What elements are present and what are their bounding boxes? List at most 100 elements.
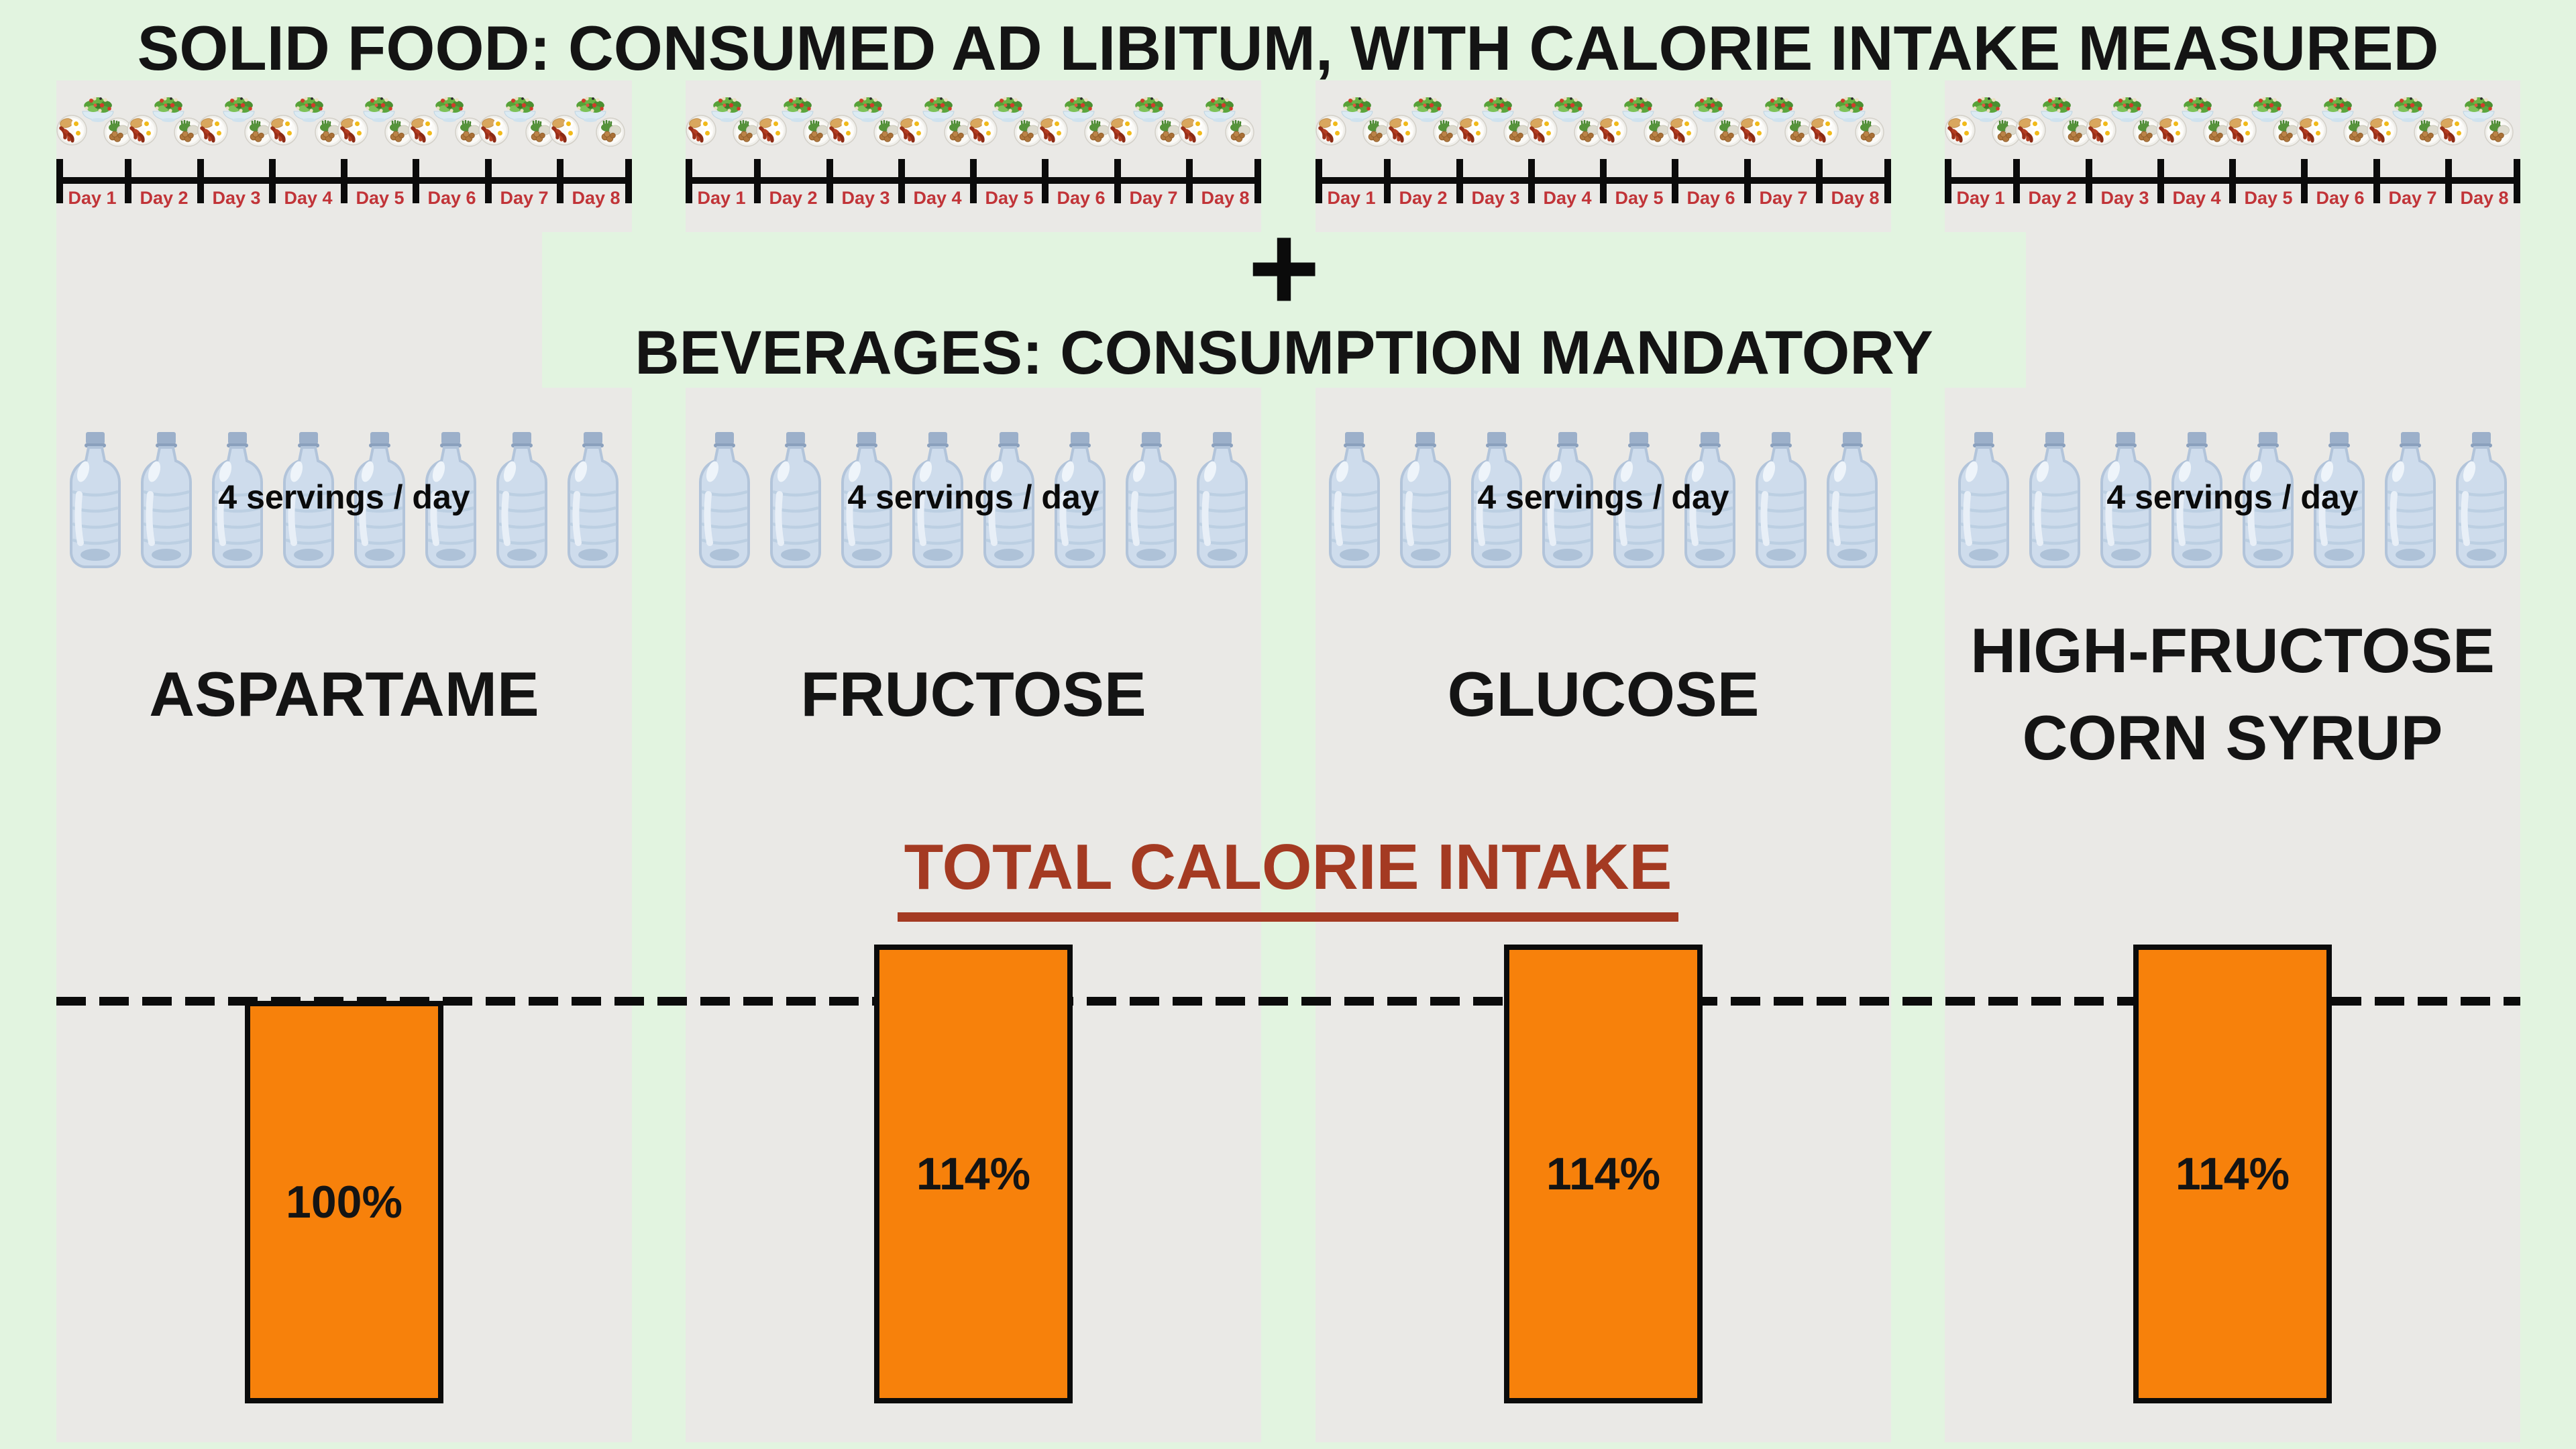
timeline-tick: [1744, 159, 1751, 203]
timeline-tick: [625, 159, 632, 203]
breakfast-plate-icon: [1597, 115, 1627, 149]
breakfast-plate-icon: [1178, 115, 1209, 149]
water-bottle-icon: [2094, 430, 2158, 572]
salad-bowl-icon: [1339, 95, 1375, 126]
timeline-tick: [826, 159, 833, 203]
veggie-plate-icon: [733, 117, 762, 150]
breakfast-plate-icon: [337, 115, 368, 149]
veggie-plate-icon: [803, 117, 833, 150]
breakfast-plate-icon: [1737, 115, 1768, 149]
veggie-plate-icon: [1714, 117, 1743, 150]
breakfast-plate-icon: [756, 115, 787, 149]
veggie-plate-icon: [174, 117, 203, 150]
breakfast-plate-icon: [2367, 115, 2398, 149]
timeline-tick: [686, 159, 692, 203]
timeline-tick: [970, 159, 977, 203]
water-bottle-icon: [692, 430, 757, 572]
water-bottle-icon: [1119, 430, 1183, 572]
water-bottle-icon: [1951, 430, 2016, 572]
day-label: Day 8: [1831, 187, 1880, 208]
salad-bowl-icon: [2109, 95, 2145, 126]
veggie-plate-icon: [525, 117, 555, 150]
water-bottle-icon: [2023, 430, 2087, 572]
salad-bowl-icon: [709, 95, 745, 126]
day-label: Day 7: [500, 187, 549, 208]
day-label: Day 5: [985, 187, 1034, 208]
day-label: Day 6: [1057, 187, 1106, 208]
day-label: Day 4: [1543, 187, 1592, 208]
veggie-plate-icon: [384, 117, 414, 150]
salad-bowl-icon: [1690, 95, 1727, 126]
veggie-plate-icon: [1574, 117, 1603, 150]
timeline-tick: [197, 159, 204, 203]
day-label: Day 8: [2460, 187, 2509, 208]
calorie-bar-label: 114%: [916, 1148, 1031, 1199]
water-bottle-icon: [63, 430, 127, 572]
veggie-plate-icon: [2343, 117, 2373, 150]
timeline-tick: [557, 159, 564, 203]
water-bottle-icon: [276, 430, 341, 572]
timeline-tick: [1384, 159, 1391, 203]
salad-bowl-icon: [2461, 95, 2497, 126]
breakfast-plate-icon: [826, 115, 857, 149]
timeline-tick: [2514, 159, 2520, 203]
breakfast-plate-icon: [549, 115, 580, 149]
breakfast-plate-icon: [1945, 115, 1976, 149]
reference-dashed-line-100pct: [56, 997, 2520, 1006]
breakfast-plate-icon: [197, 115, 228, 149]
veggie-plate-icon: [596, 117, 625, 150]
day-label: Day 7: [1129, 187, 1178, 208]
veggie-plate-icon: [1503, 117, 1533, 150]
salad-bowl-icon: [1968, 95, 2004, 126]
timeline-tick: [56, 159, 63, 203]
breakfast-plate-icon: [2296, 115, 2327, 149]
salad-bowl-icon: [80, 95, 116, 126]
calorie-bar: 114%: [1504, 945, 1703, 1403]
veggie-plate-icon: [2133, 117, 2162, 150]
day-label: Day 3: [212, 187, 261, 208]
water-bottle-icon: [1048, 430, 1112, 572]
salad-bowl-icon: [1761, 95, 1797, 126]
veggie-plate-icon: [873, 117, 903, 150]
timeline-tick: [2013, 159, 2020, 203]
salad-bowl-icon: [780, 95, 816, 126]
day-label: Day 3: [1471, 187, 1520, 208]
timeline-tick: [2086, 159, 2092, 203]
salad-bowl-icon: [2180, 95, 2216, 126]
day-label: Day 1: [68, 187, 117, 208]
breakfast-plate-icon: [897, 115, 928, 149]
timeline-tick: [2445, 159, 2452, 203]
breakfast-plate-icon: [2437, 115, 2468, 149]
day-label: Day 5: [2244, 187, 2293, 208]
breakfast-plate-icon: [1108, 115, 1138, 149]
salad-bowl-icon: [1131, 95, 1167, 126]
servings-label: 4 servings / day: [218, 478, 470, 516]
veggie-plate-icon: [1992, 117, 2021, 150]
timeline-tick: [413, 159, 419, 203]
timeline-tick: [269, 159, 276, 203]
water-bottle-icon: [1393, 430, 1458, 572]
salad-bowl-icon: [1061, 95, 1097, 126]
salad-bowl-icon: [1831, 95, 1868, 126]
breakfast-plate-icon: [2086, 115, 2116, 149]
veggie-plate-icon: [1855, 117, 1884, 150]
breakfast-plate-icon: [2156, 115, 2187, 149]
day-label: Day 2: [140, 187, 189, 208]
group-name: ASPARTAME: [149, 659, 539, 730]
day-label: Day 6: [427, 187, 476, 208]
day-label: Day 1: [1327, 187, 1376, 208]
group-name: HIGH-FRUCTOSE CORN SYRUP: [1970, 615, 2495, 773]
calorie-bar-label: 114%: [1546, 1148, 1661, 1199]
group-name: GLUCOSE: [1447, 659, 1760, 730]
day-label: Day 5: [356, 187, 405, 208]
day-label: Day 1: [697, 187, 746, 208]
water-bottle-icon: [419, 430, 483, 572]
water-bottle-icon: [2165, 430, 2229, 572]
day-label: Day 2: [769, 187, 818, 208]
timeline-tick: [2373, 159, 2380, 203]
water-bottle-icon: [763, 430, 828, 572]
salad-bowl-icon: [291, 95, 327, 126]
salad-bowl-icon: [1480, 95, 1516, 126]
salad-bowl-icon: [1550, 95, 1587, 126]
